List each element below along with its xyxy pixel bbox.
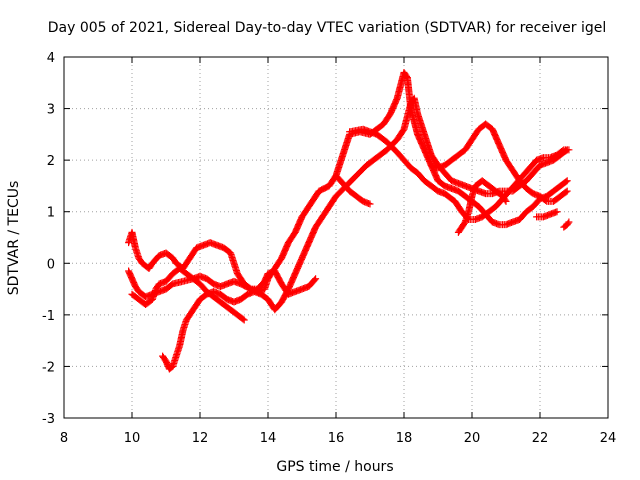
data-point-marker xyxy=(501,196,509,204)
y-tick-label: 4 xyxy=(47,51,55,66)
x-tick-label: 10 xyxy=(124,431,141,446)
data-point-marker xyxy=(311,276,319,284)
x-tick-label: 18 xyxy=(396,431,413,446)
x-tick-label: 8 xyxy=(60,431,68,446)
series-track-9 xyxy=(533,208,561,221)
y-tick-label: -1 xyxy=(42,309,55,324)
data-point-marker xyxy=(366,200,374,208)
plot-frame xyxy=(63,56,609,419)
series-track-5 xyxy=(332,172,374,208)
data-point-marker xyxy=(312,275,320,283)
series-track-4 xyxy=(128,264,248,324)
series-track-1 xyxy=(125,68,571,296)
series-track-8 xyxy=(427,120,571,205)
x-tick-label: 20 xyxy=(464,431,481,446)
chart-title: Day 005 of 2021, Sidereal Day-to-day VTE… xyxy=(48,20,607,36)
y-axis-label: SDTVAR / TECUs xyxy=(6,181,22,296)
y-tick-label: 2 xyxy=(47,154,55,169)
data-point-marker xyxy=(562,178,570,186)
y-tick-label: 1 xyxy=(47,206,55,221)
data-point-marker xyxy=(240,316,248,324)
y-tick-label: -2 xyxy=(42,360,55,375)
data-point-marker xyxy=(565,146,573,154)
y-tick-label: -3 xyxy=(42,412,55,427)
y-tick-label: 0 xyxy=(47,257,55,272)
x-axis-label: GPS time / hours xyxy=(276,459,393,475)
series-track-7 xyxy=(454,177,510,236)
series-track-10 xyxy=(560,218,573,231)
data-marks xyxy=(125,68,573,373)
x-tick-label: 14 xyxy=(260,431,277,446)
grid xyxy=(64,57,608,418)
y-tick-label: 3 xyxy=(47,103,55,118)
series-track-2 xyxy=(125,267,320,301)
x-tick-label: 12 xyxy=(192,431,209,446)
data-point-marker xyxy=(563,177,571,185)
x-tick-label: 16 xyxy=(328,431,345,446)
data-point-marker xyxy=(562,188,570,196)
series-track-6 xyxy=(346,125,573,223)
data-point-marker xyxy=(564,219,572,227)
x-tick-label: 24 xyxy=(600,431,617,446)
data-point-marker xyxy=(565,218,573,226)
data-point-marker xyxy=(563,187,571,195)
data-point-marker xyxy=(239,315,247,323)
data-point-marker xyxy=(502,197,510,205)
series-track-3 xyxy=(159,94,571,373)
x-tick-label: 22 xyxy=(532,431,549,446)
data-point-marker xyxy=(553,208,561,216)
